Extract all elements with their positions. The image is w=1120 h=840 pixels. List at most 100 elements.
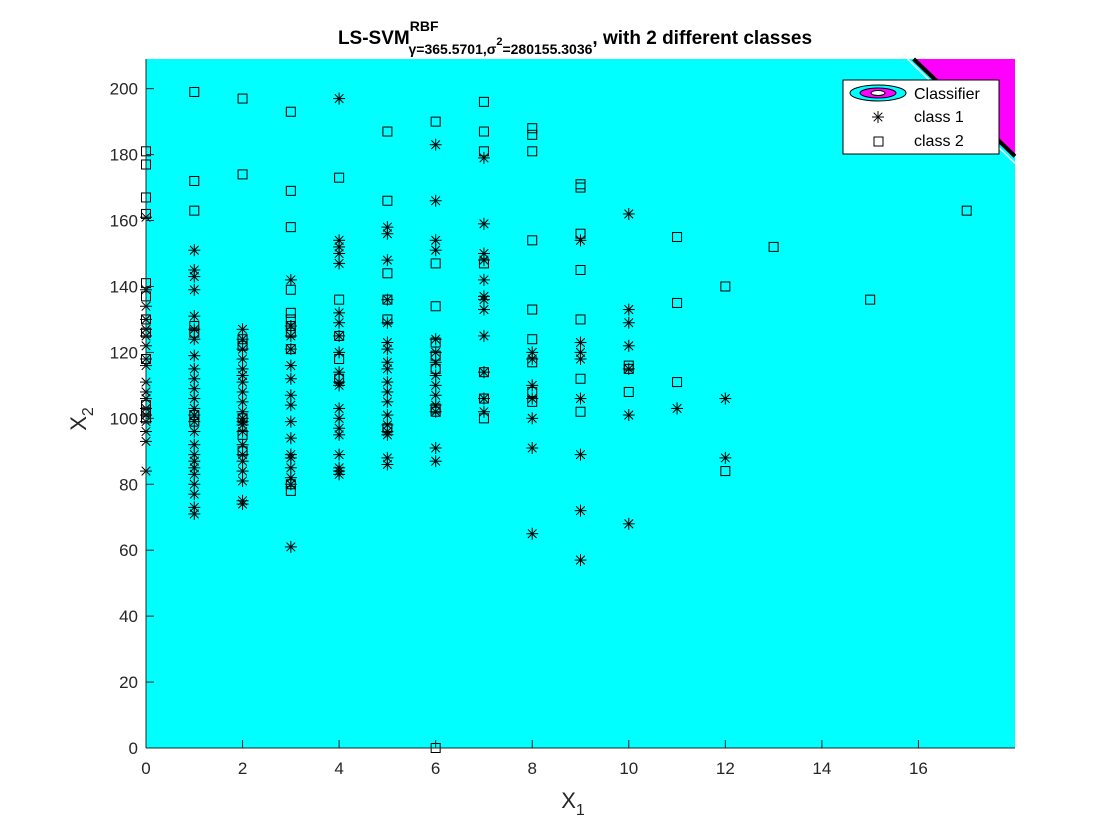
class1-point [477, 217, 490, 230]
y-tick-label: 0 [129, 739, 138, 758]
class2-point [334, 373, 345, 384]
class1-point [622, 409, 635, 422]
class1-point [188, 244, 201, 257]
class2-point [672, 232, 683, 243]
class1-point [188, 263, 201, 276]
markers-layer [140, 86, 972, 753]
class1-point [526, 346, 539, 359]
class2-point [285, 314, 296, 325]
class1-point [429, 455, 442, 468]
class1-point [429, 399, 442, 412]
y-tick-label: 60 [119, 541, 138, 560]
class1-point [188, 283, 201, 296]
class2-point [430, 350, 441, 361]
class1-point [526, 442, 539, 455]
class1-point [526, 379, 539, 392]
class1-point [477, 273, 490, 286]
title-sub-sigma-power: 2 [496, 36, 502, 48]
class1-point [333, 448, 346, 461]
title-sub-sigma: σ [487, 41, 497, 57]
class2-point [430, 363, 441, 374]
class1-point [477, 405, 490, 418]
title-superscript: RBF [410, 18, 439, 34]
class1-point [574, 392, 587, 405]
class1-point [381, 221, 394, 234]
class2-point [527, 304, 538, 315]
class2-point [237, 446, 248, 457]
class1-point [429, 138, 442, 151]
class2-point [334, 294, 345, 305]
y-tick-label: 120 [110, 343, 138, 362]
class1-point [284, 415, 297, 428]
y-axis-label-sub: 2 [80, 407, 97, 416]
class1-point [333, 402, 346, 415]
class2-point [575, 373, 586, 384]
class1-point [526, 412, 539, 425]
class1-point [719, 392, 732, 405]
class2-point [430, 116, 441, 127]
class2-point [334, 330, 345, 341]
title-main: LS-SVM [338, 28, 410, 49]
class2-point [478, 413, 489, 424]
y-tick-label: 20 [119, 673, 138, 692]
class2-point [285, 307, 296, 318]
class1-point [622, 207, 635, 220]
class1-point [236, 323, 249, 336]
class1-point [236, 474, 249, 487]
class2-point [478, 96, 489, 107]
class2-point [285, 185, 296, 196]
class1-point [333, 366, 346, 379]
class1-point [284, 389, 297, 402]
class1-point [574, 448, 587, 461]
class2-point [527, 357, 538, 368]
class2-point [527, 396, 538, 407]
class2-point [285, 106, 296, 117]
class1-point [333, 234, 346, 247]
class2-point [430, 301, 441, 312]
class2-point [285, 284, 296, 295]
class2-point [189, 327, 200, 338]
class1-point [381, 316, 394, 329]
class2-point [720, 281, 731, 292]
class1-point [188, 392, 201, 405]
class1-point [188, 402, 201, 415]
class1-point [671, 402, 684, 415]
x-axis-label: X1 [561, 788, 585, 819]
class2-point [334, 172, 345, 183]
class1-point [429, 369, 442, 382]
class2-point [237, 413, 248, 424]
class2-point [285, 222, 296, 233]
class2-point [189, 205, 200, 216]
class2-point [237, 93, 248, 104]
class1-point [333, 306, 346, 319]
legend-classifier-icon [849, 84, 907, 102]
class2-point [623, 386, 634, 397]
class1-point [333, 461, 346, 474]
class1-point [381, 356, 394, 369]
x-tick-label: 10 [619, 759, 638, 778]
class2-point [285, 344, 296, 355]
class1-point [188, 349, 201, 362]
chart-title: LS-SVMRBF γ=365.5701,σ2=280155.3036, with… [338, 18, 812, 57]
x-tick-label: 0 [141, 759, 150, 778]
class1-point [381, 451, 394, 464]
legend-class1-marker [872, 111, 884, 123]
class1-point [284, 432, 297, 445]
class1-point [429, 194, 442, 207]
legend: Classifier class 1 class 2 [842, 79, 1000, 155]
title-sub-sigma-value: =280155.3036 [502, 41, 592, 57]
y-tick-label: 40 [119, 607, 138, 626]
class1-point [622, 316, 635, 329]
class2-point [478, 367, 489, 378]
class1-point [381, 343, 394, 356]
y-tick-label: 180 [110, 146, 138, 165]
class2-point [478, 393, 489, 404]
class2-point [237, 334, 248, 345]
class1-point [477, 329, 490, 342]
class1-point [284, 273, 297, 286]
class2-point [720, 466, 731, 477]
class1-point [333, 346, 346, 359]
class2-point [527, 334, 538, 345]
class2-point [430, 258, 441, 269]
